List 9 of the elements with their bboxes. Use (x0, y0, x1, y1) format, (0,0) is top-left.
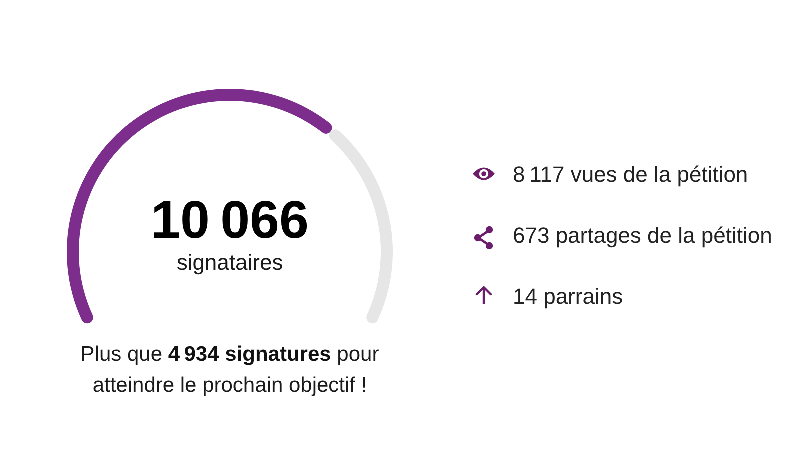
text: Plus que (80, 343, 163, 366)
text: pour (337, 343, 380, 366)
slice-label: signataires (176, 250, 284, 275)
text: 8 117 vues de la pétition (513, 162, 748, 187)
data-label: 10 066 (151, 191, 309, 250)
text: 14 parrains (513, 284, 624, 309)
text: atteindre le prochain objectif ! (92, 374, 368, 397)
text: 4 934 signatures (168, 343, 332, 366)
text: 673 partages de la pétition (513, 223, 772, 248)
